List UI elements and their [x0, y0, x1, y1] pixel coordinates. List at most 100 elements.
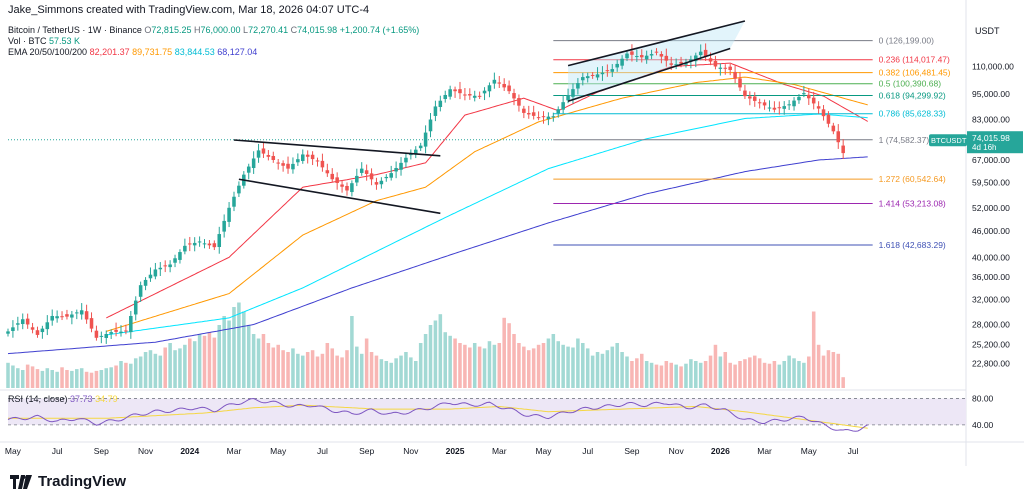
volume-bar [433, 320, 438, 388]
price-tick-label: 67,000.00 [972, 155, 1010, 165]
candle-body [531, 112, 536, 116]
volume-bar [202, 335, 207, 388]
volume-bar [821, 355, 826, 388]
candle-body [536, 117, 541, 119]
volume-bar [45, 368, 50, 388]
volume-bar [16, 368, 20, 388]
candle-body [143, 279, 148, 286]
volume-bar [197, 334, 202, 388]
volume-bar [40, 370, 45, 388]
candle-body [384, 176, 389, 179]
ema20-value: 82,201.37 [89, 47, 130, 57]
candle-body [600, 72, 605, 75]
ema-row[interactable]: EMA 20/50/100/200 82,201.37 89,731.75 83… [8, 47, 419, 58]
candle-body [689, 59, 693, 62]
candle-body [94, 330, 99, 338]
time-tick-label: Sep [359, 446, 374, 456]
volume-bar [581, 343, 585, 388]
candle-body [630, 51, 634, 55]
volume-bar [698, 362, 703, 388]
candle-body [571, 89, 575, 97]
candle-body [202, 243, 207, 245]
candle-body [472, 95, 477, 98]
fib-level-label: 0.618 (94,299.92) [879, 91, 946, 101]
wedge-upper-line [233, 139, 441, 157]
volume-bar [443, 332, 448, 388]
volume-bar [65, 370, 69, 388]
candle-body [492, 79, 497, 84]
candle-body [404, 157, 408, 163]
volume-row[interactable]: Vol · BTC 57.53 K [8, 36, 419, 47]
candle-body [807, 94, 811, 99]
volume-bar [551, 334, 556, 388]
volume-bar [487, 341, 492, 388]
candle-body [79, 310, 84, 315]
volume-bar [355, 346, 359, 388]
candle-body [743, 90, 747, 97]
candle-body [124, 330, 128, 332]
candle-body [487, 85, 492, 92]
ema-label: EMA 20/50/100/200 [8, 47, 88, 57]
volume-bar [271, 347, 276, 388]
volume-bar [50, 370, 54, 388]
volume-bar [30, 366, 35, 388]
time-tick-label: Mar [757, 446, 772, 456]
candle-body [821, 109, 826, 117]
volume-bar [183, 344, 187, 388]
fib-level-label: 1.618 (42,683.29) [879, 240, 946, 250]
candle-body [173, 258, 177, 263]
volume-bar [644, 361, 649, 388]
volume-bar [468, 347, 472, 388]
time-tick-label: Nov [669, 446, 685, 456]
candle-body [585, 76, 590, 79]
volume-bar [109, 367, 113, 388]
volume-bar [772, 361, 777, 388]
time-tick-label: Nov [138, 446, 154, 456]
candle-body [517, 98, 521, 106]
candle-body [6, 331, 10, 334]
candle-body [458, 89, 462, 94]
candle-body [752, 96, 757, 101]
candle-body [188, 243, 192, 245]
volume-bar [684, 363, 688, 388]
candle-body [703, 49, 708, 57]
price-chart[interactable]: USDT 110,000.00 95,000.00 83,000.00 67,000.0… [0, 0, 1024, 466]
volume-bar [512, 334, 516, 388]
volume-bar [448, 335, 452, 388]
candle-body [16, 323, 20, 325]
volume-bar [192, 341, 197, 388]
candle-body [114, 329, 118, 332]
candle-body [207, 243, 212, 246]
volume-bar [173, 350, 177, 388]
candle-body [728, 66, 732, 70]
candles [6, 43, 845, 344]
volume-bar [752, 355, 757, 388]
candle-body [453, 89, 457, 92]
volume-bar [237, 302, 241, 388]
volume-bar [561, 344, 565, 388]
candle-body [797, 96, 801, 101]
volume-bar [782, 361, 786, 388]
volume-bar [733, 364, 737, 388]
candle-body [133, 300, 138, 315]
fib-level-label: 0.786 (85,628.33) [879, 109, 946, 119]
candle-body [364, 170, 369, 174]
volume-bar [482, 348, 487, 388]
candle-body [40, 328, 45, 333]
time-tick-label: Jul [582, 446, 593, 456]
candle-body [477, 95, 482, 97]
symbol-row[interactable]: Bitcoin / TetherUS · 1W · Binance O72,81… [8, 25, 419, 36]
tradingview-logo[interactable]: TradingView [10, 473, 126, 490]
fib-level-label: 0.382 (106,481.45) [879, 68, 951, 78]
candle-body [399, 162, 403, 170]
volume-bar [748, 357, 752, 388]
volume-bar [630, 361, 634, 388]
volume-bar [55, 371, 59, 388]
candle-body [679, 61, 683, 64]
candle-body [433, 106, 438, 116]
volume-bar [212, 337, 217, 388]
volume-bar [369, 352, 374, 388]
candle-body [811, 97, 816, 104]
chart-credit: Jake_Simmons created with TradingView.co… [8, 4, 370, 16]
candle-body [409, 153, 413, 156]
